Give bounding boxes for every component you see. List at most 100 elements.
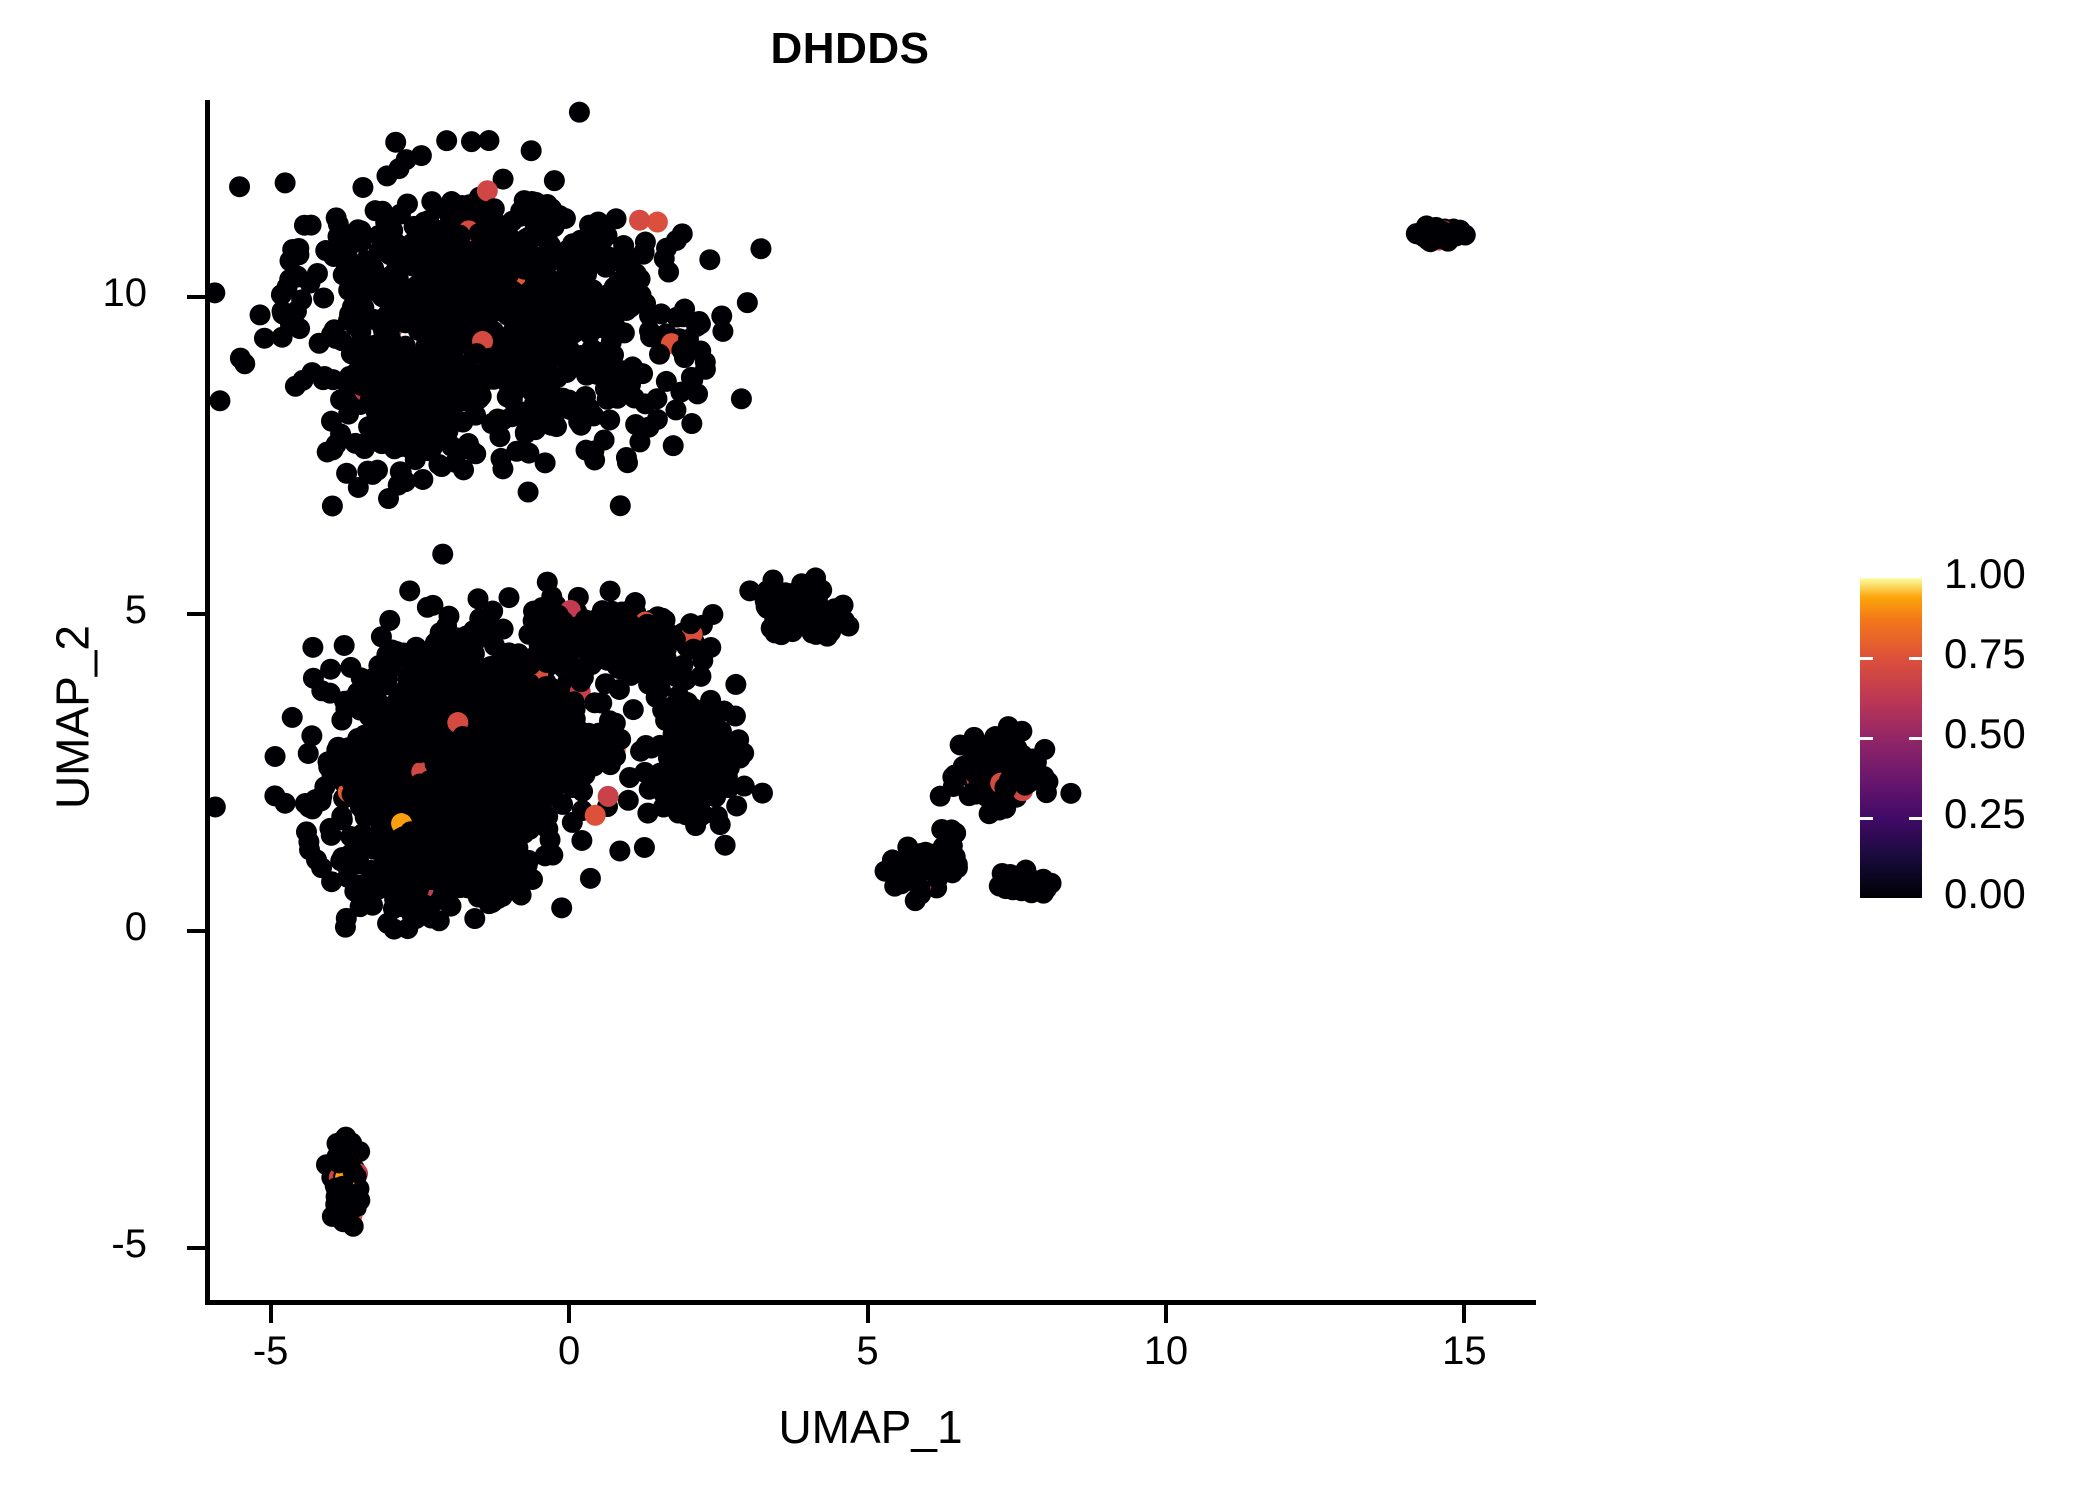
colorbar-tick-label: 1.00 <box>1944 550 2026 597</box>
scatter-point <box>634 761 656 783</box>
scatter-point <box>376 165 398 187</box>
scatter-point <box>401 255 423 277</box>
scatter-point <box>566 303 588 325</box>
scatter-point <box>389 394 411 416</box>
scatter-point <box>699 249 721 271</box>
scatter-point <box>658 261 680 283</box>
scatter-point <box>599 409 621 431</box>
scatter-point <box>396 701 418 723</box>
scatter-point <box>998 769 1020 791</box>
scatter-point <box>297 742 319 764</box>
colorbar-tick <box>1860 737 1873 740</box>
scatter-point <box>817 606 839 628</box>
scatter-point <box>593 227 615 249</box>
scatter-point <box>385 131 407 153</box>
scatter-point <box>530 779 552 801</box>
scatter-point <box>512 401 534 423</box>
scatter-point <box>677 328 699 350</box>
scatter-point <box>501 257 523 279</box>
scatter-point <box>483 272 505 294</box>
y-axis-line <box>205 100 210 1305</box>
scatter-point <box>680 366 702 388</box>
scatter-point <box>460 243 482 265</box>
scatter-point <box>371 433 393 455</box>
scatter-point <box>575 619 597 641</box>
scatter-point <box>711 305 733 327</box>
scatter-point <box>690 665 712 687</box>
scatter-point <box>358 887 380 909</box>
scatter-point <box>543 409 565 431</box>
scatter-point <box>504 687 526 709</box>
scatter-point <box>625 284 647 306</box>
scatter-point <box>629 209 651 231</box>
scatter-point <box>421 191 443 213</box>
scatter-points-layer <box>205 101 1476 1237</box>
scatter-point <box>379 244 401 266</box>
scatter-point <box>449 227 471 249</box>
x-tick <box>1163 1305 1168 1323</box>
scatter-point <box>649 678 671 700</box>
colorbar-tick <box>1909 737 1922 740</box>
scatter-point <box>533 648 555 670</box>
scatter-point <box>453 459 475 481</box>
scatter-point <box>724 705 746 727</box>
scatter-point <box>438 605 460 627</box>
scatter-point <box>323 245 345 267</box>
scatter-point <box>730 388 752 410</box>
scatter-point <box>568 731 590 753</box>
scatter-point <box>399 794 421 816</box>
scatter-point <box>516 760 538 782</box>
scatter-point <box>253 327 275 349</box>
scatter-point <box>998 745 1020 767</box>
scatter-point <box>600 331 622 353</box>
scatter-point <box>458 681 480 703</box>
scatter-point <box>384 877 406 899</box>
scatter-point <box>432 543 454 565</box>
scatter-point <box>492 409 514 431</box>
y-tick-label: 5 <box>124 587 147 632</box>
scatter-point <box>394 725 416 747</box>
scatter-point <box>209 390 231 412</box>
scatter-point <box>361 697 383 719</box>
scatter-point <box>733 775 755 797</box>
scatter-point <box>510 823 532 845</box>
scatter-point <box>884 875 906 897</box>
scatter-point <box>364 274 386 296</box>
x-tick-label: -5 <box>252 1329 289 1373</box>
scatter-point <box>556 257 578 279</box>
scatter-point <box>464 908 486 930</box>
scatter-point <box>451 195 473 217</box>
scatter-point <box>415 675 437 697</box>
scatter-point <box>518 801 540 823</box>
y-tick <box>187 928 205 933</box>
scatter-point <box>338 403 360 425</box>
scatter-point <box>632 243 654 265</box>
scatter-point <box>584 449 606 471</box>
scatter-point <box>739 580 761 602</box>
scatter-point <box>301 798 323 820</box>
scatter-point <box>551 897 573 919</box>
scatter-point <box>437 420 459 442</box>
scatter-point <box>272 303 294 325</box>
scatter-point <box>701 753 723 775</box>
scatter-point <box>317 751 339 773</box>
scatter-point <box>205 282 226 304</box>
scatter-point <box>649 343 670 365</box>
scatter-point <box>654 609 676 631</box>
scatter-point <box>409 742 431 764</box>
scatter-point <box>1022 748 1044 770</box>
scatter-point <box>479 304 501 326</box>
scatter-point <box>353 438 375 460</box>
scatter-point <box>520 140 542 162</box>
scatter-point <box>938 849 960 871</box>
scatter-point <box>579 214 600 236</box>
colorbar-tick <box>1860 817 1873 820</box>
scatter-point <box>790 582 812 604</box>
scatter-point <box>568 346 590 368</box>
scatter-point <box>736 292 758 314</box>
scatter-point <box>498 587 520 609</box>
scatter-point <box>675 745 697 767</box>
x-axis-label: UMAP_1 <box>778 1401 963 1453</box>
scatter-point <box>434 353 456 375</box>
scatter-point <box>530 222 552 244</box>
